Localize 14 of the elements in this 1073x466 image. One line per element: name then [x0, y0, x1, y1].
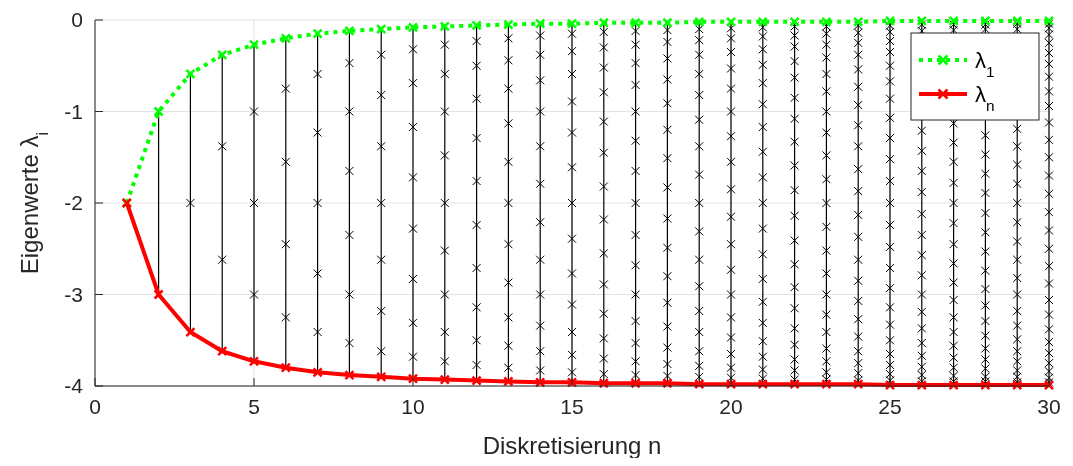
y-tick-label: -2 [64, 191, 83, 214]
x-tick-label: 20 [719, 395, 743, 418]
x-tick-label: 5 [248, 395, 260, 418]
x-tick-label: 25 [878, 395, 902, 418]
x-tick-label: 0 [89, 395, 101, 418]
y-tick-label: 0 [71, 8, 83, 31]
y-tick-label: -3 [64, 282, 83, 306]
y-tick-label: -4 [64, 374, 84, 397]
x-tick-label: 15 [560, 395, 584, 418]
legend-label: λ$_{n}$ [975, 82, 995, 114]
legend-label: λ$_{1}$ [975, 48, 995, 80]
y-tick-label: -1 [64, 99, 83, 123]
x-tick-label: 30 [1037, 395, 1061, 418]
x-tick-label: 10 [401, 395, 425, 418]
